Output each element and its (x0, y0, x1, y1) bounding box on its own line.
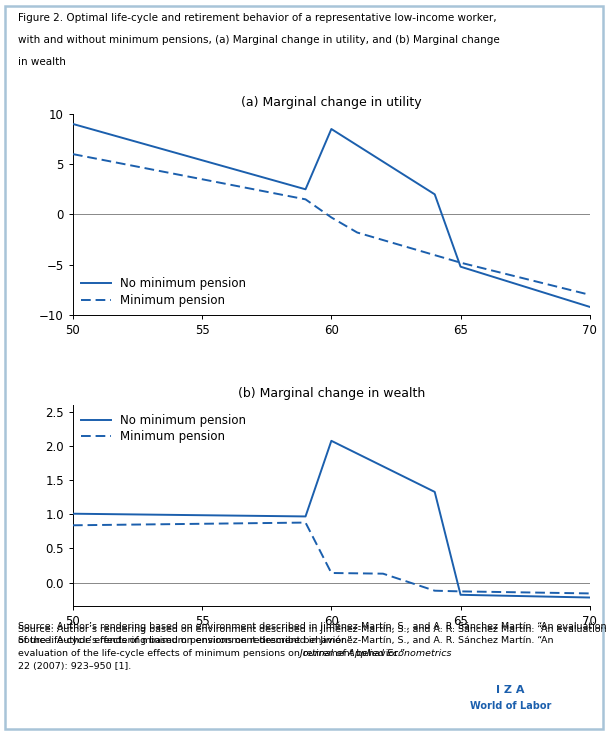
Text: World of Labor: World of Labor (470, 701, 551, 711)
Text: Source: Author’s rendering based on environment described in Jiménez-Martín, S.,: Source: Author’s rendering based on envi… (18, 625, 607, 645)
Text: Journal of Applied Econometrics: Journal of Applied Econometrics (18, 649, 452, 658)
Text: I Z A: I Z A (497, 684, 525, 695)
Legend: No minimum pension, Minimum pension: No minimum pension, Minimum pension (79, 275, 249, 309)
Text: 22 (2007): 923–950 [1].: 22 (2007): 923–950 [1]. (18, 662, 131, 671)
Text: evaluation of the life-cycle effects of minimum pensions on retirement behavior.: evaluation of the life-cycle effects of … (18, 649, 409, 658)
Title: (a) Marginal change in utility: (a) Marginal change in utility (241, 96, 422, 109)
Title: (b) Marginal change in wealth: (b) Marginal change in wealth (238, 387, 425, 400)
Text: Figure 2. Optimal life-cycle and retirement behavior of a representative low-inc: Figure 2. Optimal life-cycle and retirem… (18, 13, 497, 24)
Text: Source: Author’s rendering based on environment described in Jiménez-Martín, S.,: Source: Author’s rendering based on envi… (18, 621, 608, 631)
Text: Source: Author’s rendering based on environment described in Jiménez-Martín, S.,: Source: Author’s rendering based on envi… (18, 636, 554, 645)
Legend: No minimum pension, Minimum pension: No minimum pension, Minimum pension (79, 412, 249, 445)
Text: in wealth: in wealth (18, 57, 66, 68)
Text: with and without minimum pensions, (a) Marginal change in utility, and (b) Margi: with and without minimum pensions, (a) M… (18, 35, 500, 46)
